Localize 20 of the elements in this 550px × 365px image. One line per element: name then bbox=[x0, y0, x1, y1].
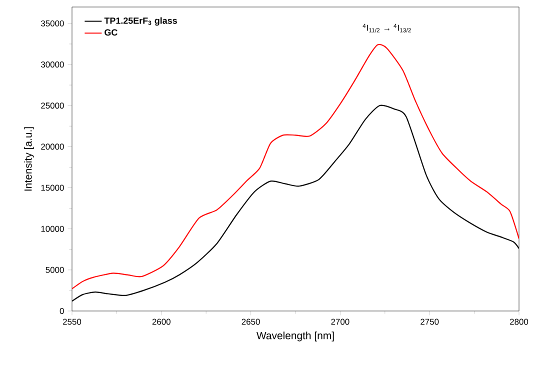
y-tick-label: 20000 bbox=[41, 144, 64, 150]
x-tick-label: 2750 bbox=[420, 318, 439, 325]
y-tick-label: 15000 bbox=[41, 184, 64, 191]
x-tick-label: 2650 bbox=[242, 318, 260, 325]
y-tick-label: 0 bbox=[60, 308, 64, 314]
x-tick-label: 2800 bbox=[510, 318, 528, 325]
y-tick-label: 25000 bbox=[41, 102, 64, 109]
x-tick-label: 2700 bbox=[331, 318, 350, 325]
y-axis-title: Intensity [a.u.] bbox=[24, 127, 34, 191]
x-tick-label: 2550 bbox=[63, 318, 82, 325]
annotation: $^{4}$I$_{11/2}$ → $^{4}$I$_{13/2}$ bbox=[362, 24, 411, 32]
y-tick-label: 35000 bbox=[41, 20, 64, 26]
y-tick-label: 30000 bbox=[41, 62, 64, 68]
legend-label: GC bbox=[104, 29, 118, 36]
line-series bbox=[72, 44, 520, 290]
y-tick-label: 5000 bbox=[46, 266, 64, 273]
x-tick-label: 2600 bbox=[152, 318, 170, 325]
x-axis-title: Wavelength [nm] bbox=[256, 332, 334, 342]
legend-label: TP1.25ErF$_{3}$ glass bbox=[104, 17, 177, 26]
y-tick-label: 10000 bbox=[41, 226, 64, 232]
